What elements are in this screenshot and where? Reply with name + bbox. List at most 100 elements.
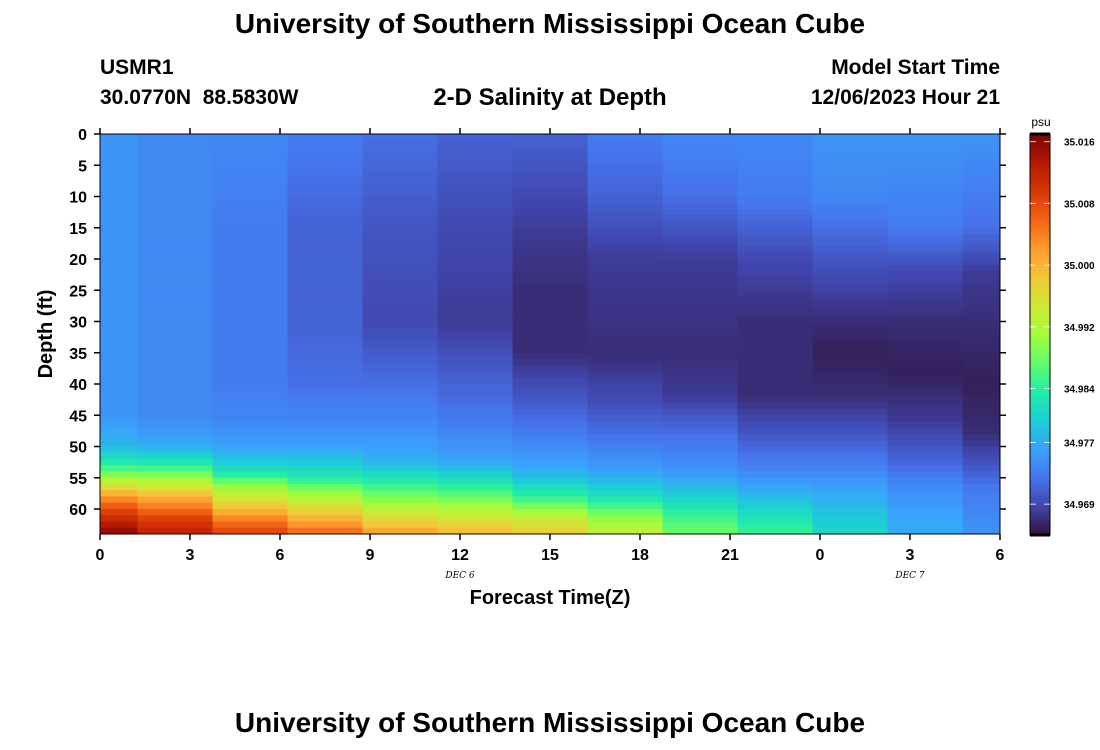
heatmap-cell: [887, 302, 963, 310]
heatmap-cell: [887, 415, 963, 422]
heatmap-cell: [212, 346, 288, 354]
heatmap-cell: [100, 221, 138, 229]
heatmap-cell: [212, 421, 288, 429]
heatmap-cell: [962, 365, 1001, 372]
heatmap-cell: [437, 246, 513, 254]
heatmap-cell: [962, 527, 1001, 535]
heatmap-cell: [212, 471, 288, 479]
heatmap-cell: [587, 352, 663, 360]
heatmap-cell: [962, 184, 1001, 191]
heatmap-cell: [737, 465, 813, 472]
heatmap-cell: [362, 221, 438, 229]
heatmap-cell: [512, 296, 588, 304]
heatmap-cell: [137, 471, 213, 479]
heatmap-cell: [287, 271, 363, 279]
y-tick-label: 50: [69, 440, 87, 457]
heatmap-cell: [962, 215, 1001, 222]
heatmap-cell: [212, 259, 288, 266]
heatmap-cell: [362, 365, 438, 372]
heatmap-cell: [812, 446, 888, 454]
heatmap-cell: [287, 309, 363, 316]
heatmap-cell: [587, 277, 663, 285]
heatmap-cell: [437, 290, 513, 297]
heatmap-cell: [437, 302, 513, 310]
heatmap-cell: [100, 152, 138, 160]
heatmap-cell: [812, 352, 888, 360]
heatmap-cell: [362, 140, 438, 147]
heatmap-cell: [962, 434, 1001, 441]
heatmap-cell: [437, 184, 513, 191]
heatmap-cell: [812, 496, 888, 504]
heatmap-cell: [512, 465, 588, 472]
heatmap-cell: [512, 340, 588, 347]
heatmap-cell: [662, 259, 738, 266]
heatmap-cell: [662, 309, 738, 316]
heatmap-cell: [287, 421, 363, 429]
heatmap-cell: [587, 452, 663, 460]
heatmap-cell: [662, 452, 738, 460]
heatmap-cell: [287, 459, 363, 466]
heatmap-cell: [287, 446, 363, 454]
heatmap-cell: [812, 271, 888, 279]
heatmap-cell: [287, 265, 363, 272]
x-tick-label: 6: [276, 547, 285, 564]
heatmap-cell: [812, 246, 888, 254]
heatmap-cell: [887, 446, 963, 454]
heatmap-cell: [962, 227, 1001, 235]
heatmap-cell: [887, 490, 963, 497]
heatmap-cell: [812, 227, 888, 235]
heatmap-cell: [100, 527, 138, 535]
heatmap-cell: [512, 446, 588, 454]
heatmap-cell: [437, 196, 513, 204]
heatmap-cell: [287, 502, 363, 510]
heatmap-cell: [812, 159, 888, 166]
heatmap-cell: [887, 396, 963, 404]
heatmap-cell: [287, 227, 363, 235]
heatmap-cell: [137, 315, 213, 322]
heatmap-cell: [737, 227, 813, 235]
heatmap-cell: [287, 252, 363, 260]
heatmap-cell: [662, 202, 738, 210]
heatmap-cell: [100, 434, 138, 441]
heatmap-cell: [212, 446, 288, 454]
heatmap-cell: [137, 415, 213, 422]
heatmap-cell: [212, 165, 288, 172]
heatmap-cell: [512, 202, 588, 210]
heatmap-cell: [287, 384, 363, 391]
heatmap-cell: [662, 290, 738, 297]
heatmap-cell: [100, 177, 138, 185]
heatmap-cell: [887, 509, 963, 516]
heatmap-cell: [587, 390, 663, 397]
heatmap-cell: [362, 452, 438, 460]
heatmap-cell: [737, 371, 813, 379]
heatmap-cell: [962, 390, 1001, 397]
heatmap-cell: [437, 371, 513, 379]
heatmap-cell: [662, 302, 738, 310]
heatmap-cell: [812, 265, 888, 272]
heatmap-cell: [812, 471, 888, 479]
heatmap-cell: [137, 402, 213, 410]
heatmap-cell: [812, 221, 888, 229]
heatmap-cell: [362, 477, 438, 485]
heatmap-cell: [812, 177, 888, 185]
heatmap-cell: [737, 396, 813, 404]
heatmap-cell: [137, 421, 213, 429]
heatmap-cell: [512, 165, 588, 172]
heatmap-cell: [587, 290, 663, 297]
heatmap-cell: [887, 240, 963, 247]
heatmap-cell: [512, 496, 588, 504]
heatmap-cell: [962, 302, 1001, 310]
heatmap-cell: [662, 409, 738, 416]
heatmap-cell: [437, 177, 513, 185]
heatmap-cell: [362, 352, 438, 360]
heatmap-cell: [137, 284, 213, 291]
heatmap-cell: [437, 440, 513, 447]
heatmap-cell: [962, 252, 1001, 260]
heatmap-cell: [662, 490, 738, 497]
heatmap-cell: [100, 359, 138, 366]
heatmap-cell: [962, 315, 1001, 322]
heatmap-cell: [812, 434, 888, 441]
heatmap-cell: [512, 471, 588, 479]
heatmap-cell: [287, 484, 363, 491]
heatmap-cell: [812, 252, 888, 260]
